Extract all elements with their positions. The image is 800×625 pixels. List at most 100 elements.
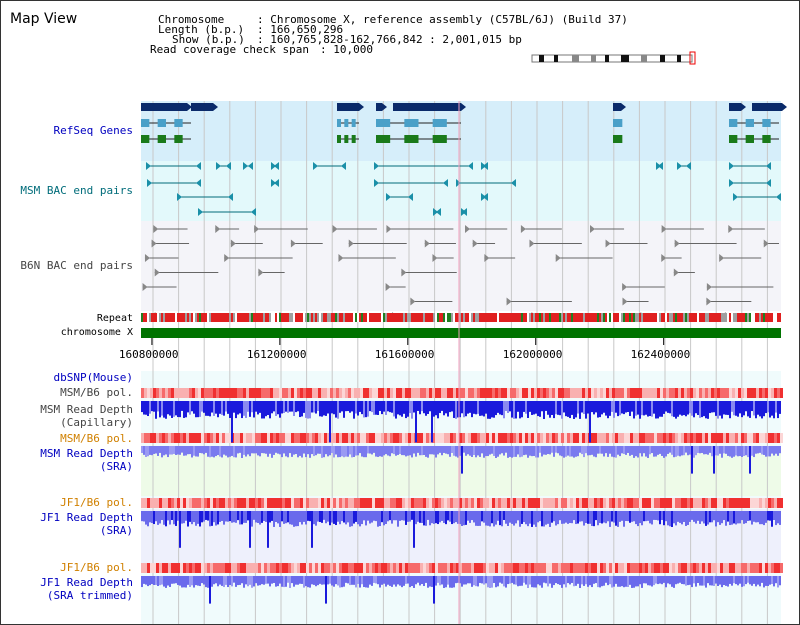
polymorphism-segment bbox=[390, 433, 393, 443]
repeat-segment bbox=[549, 313, 551, 322]
polymorphism-segment bbox=[477, 563, 480, 573]
polymorphism-segment bbox=[576, 433, 579, 443]
polymorphism-segment bbox=[507, 563, 510, 573]
polymorphism-segment bbox=[546, 433, 549, 443]
track-label-msm-b6-pol-1[interactable]: MSM/B6 pol. bbox=[60, 386, 133, 399]
polymorphism-tracks bbox=[141, 388, 783, 573]
polymorphism-segment bbox=[636, 433, 639, 443]
polymorphism-segment bbox=[249, 433, 252, 443]
msm-sra-depth-bar bbox=[563, 446, 565, 458]
msm-bac-end bbox=[462, 208, 467, 216]
msm-sra-depth-bar bbox=[687, 446, 689, 456]
polymorphism-segment bbox=[204, 498, 207, 508]
polymorphism-segment bbox=[504, 498, 507, 508]
repeat-segment bbox=[557, 313, 559, 322]
msm-sra-depth-bar bbox=[585, 446, 587, 454]
jf1-sra-depth-bar bbox=[471, 511, 473, 521]
jf1-sra-depth-bar bbox=[329, 511, 331, 526]
polymorphism-segment bbox=[687, 563, 690, 573]
jf1-sra-depth-bar bbox=[371, 511, 373, 523]
jf1-sra-depth-bar bbox=[259, 511, 261, 525]
msm-sra-depth-bar bbox=[289, 446, 291, 454]
msm-capillary-depth-bar bbox=[437, 401, 439, 419]
msm-sra-depth-bar bbox=[337, 446, 339, 458]
jf1-sra-depth-bar bbox=[503, 511, 505, 521]
track-label-msm-depth-cap-1[interactable]: MSM Read Depth bbox=[40, 403, 133, 416]
axis-tick-label: 162000000 bbox=[502, 348, 563, 361]
track-label-msm-b6-pol-2[interactable]: MSM/B6 pol. bbox=[60, 432, 133, 445]
repeat-segment bbox=[599, 313, 601, 322]
polymorphism-segment bbox=[399, 388, 402, 398]
polymorphism-segment bbox=[504, 563, 507, 573]
polymorphism-segment bbox=[255, 498, 258, 508]
jf1-sra-depth-bar bbox=[163, 511, 165, 525]
polymorphism-segment bbox=[678, 388, 681, 398]
msm-sra-depth-bar bbox=[693, 446, 695, 458]
jf1-sra-depth-bar bbox=[463, 511, 465, 526]
polymorphism-segment bbox=[636, 388, 639, 398]
msm-sra-depth-bar bbox=[419, 446, 421, 456]
track-label-jf1-b6-pol-1[interactable]: JF1/B6 pol. bbox=[60, 496, 133, 509]
msm-capillary-depth-bar bbox=[459, 401, 461, 418]
msm-capillary-depth-bar bbox=[707, 401, 709, 419]
polymorphism-segment bbox=[417, 433, 420, 443]
jf1-sra-depth-bar bbox=[425, 511, 427, 526]
track-label-dbsnp[interactable]: dbSNP(Mouse) bbox=[53, 371, 133, 384]
track-label-jf1-depth-trim-1[interactable]: JF1 Read Depth bbox=[40, 576, 133, 589]
polymorphism-segment bbox=[705, 498, 708, 508]
jf1-sra-depth-bar bbox=[615, 511, 617, 526]
repeat-segment bbox=[207, 313, 209, 322]
repeat-segment bbox=[441, 313, 443, 322]
polymorphism-segment bbox=[261, 498, 264, 508]
jf1-sra-depth-bar bbox=[519, 511, 521, 527]
msm-sra-depth-bar bbox=[327, 446, 329, 457]
track-label-jf1-b6-pol-2[interactable]: JF1/B6 pol. bbox=[60, 561, 133, 574]
msm-bac-end bbox=[677, 162, 682, 170]
track-label-chromosome[interactable]: chromosome X bbox=[60, 327, 133, 338]
repeat-segment bbox=[755, 313, 757, 322]
jf1-trimmed-depth-bar bbox=[485, 576, 487, 584]
polymorphism-segment bbox=[768, 498, 771, 508]
repeat-segment bbox=[521, 313, 523, 322]
msm-capillary-depth-bar bbox=[255, 401, 257, 412]
track-label-b6n-bac[interactable]: B6N BAC end pairs bbox=[20, 259, 133, 272]
msm-capillary-depth-bar bbox=[347, 401, 349, 412]
jf1-sra-depth-bar bbox=[413, 511, 415, 548]
jf1-trimmed-depth-bar bbox=[421, 576, 423, 585]
msm-sra-depth-bar bbox=[637, 446, 639, 458]
track-label-jf1-depth-sra-1[interactable]: JF1 Read Depth bbox=[40, 511, 133, 524]
track-label-repeat[interactable]: Repeat bbox=[96, 313, 133, 324]
polymorphism-segment bbox=[537, 498, 540, 508]
track-label-msm-bac[interactable]: MSM BAC end pairs bbox=[20, 184, 133, 197]
jf1-trimmed-depth-bar bbox=[151, 576, 153, 585]
msm-capillary-depth-bar bbox=[763, 401, 765, 417]
repeat-segment bbox=[229, 313, 231, 322]
polymorphism-segment bbox=[222, 498, 225, 508]
polymorphism-segment bbox=[576, 563, 579, 573]
msm-capillary-depth-bar bbox=[307, 401, 309, 419]
b6n-bac-end bbox=[432, 254, 438, 262]
b6n-bac-end bbox=[144, 254, 150, 262]
polymorphism-segment bbox=[246, 388, 249, 398]
track-label-refseq[interactable]: RefSeq Genes bbox=[53, 124, 133, 137]
msm-sra-depth-bar bbox=[411, 446, 413, 458]
msm-sra-depth-bar bbox=[275, 446, 277, 453]
jf1-trimmed-depth-bar bbox=[703, 576, 705, 586]
track-label-msm-depth-sra-1[interactable]: MSM Read Depth bbox=[40, 447, 133, 460]
jf1-sra-depth-bar bbox=[631, 511, 633, 522]
repeat-segment bbox=[693, 313, 695, 322]
msm-sra-depth-bar bbox=[409, 446, 411, 456]
polymorphism-segment bbox=[624, 433, 627, 443]
msm-capillary-depth-bar bbox=[559, 401, 561, 416]
jf1-trimmed-depth-bar bbox=[415, 576, 417, 585]
msm-sra-depth-bar bbox=[331, 446, 333, 454]
polymorphism-segment bbox=[471, 563, 474, 573]
jf1-sra-depth-bar bbox=[453, 511, 455, 524]
b6n-bac-band bbox=[141, 221, 781, 311]
jf1-trimmed-depth-bar bbox=[501, 576, 503, 584]
repeat-segment bbox=[683, 313, 685, 322]
polymorphism-segment bbox=[276, 563, 279, 573]
jf1-sra-depth-bar bbox=[179, 511, 181, 548]
polymorphism-segment bbox=[327, 563, 330, 573]
